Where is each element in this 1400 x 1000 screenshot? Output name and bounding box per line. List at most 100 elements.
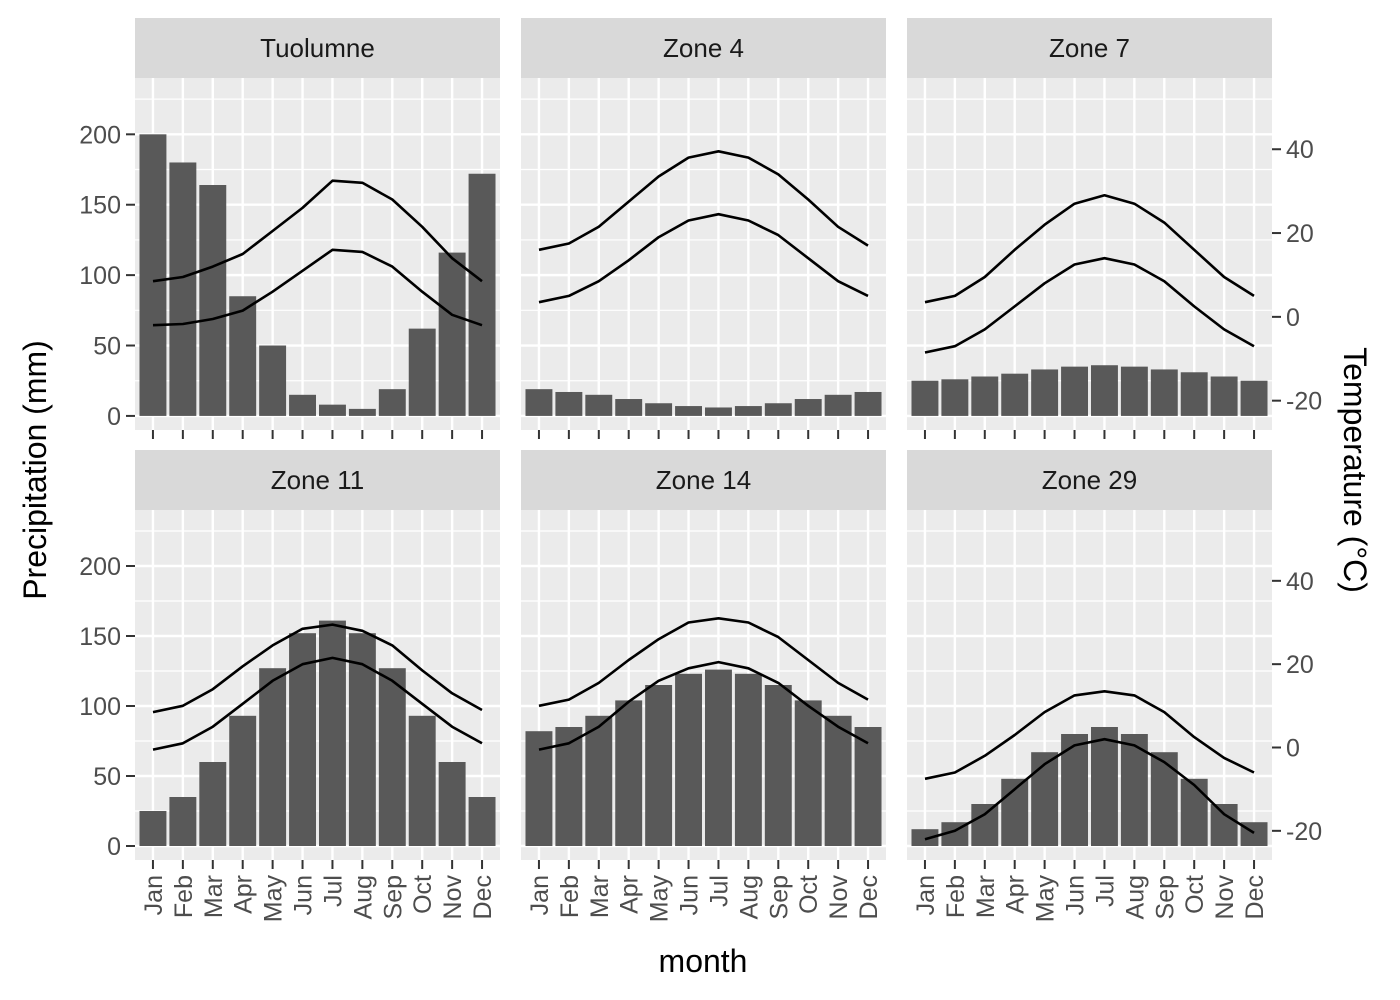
temp-max-line-zone-7 [924,194,1255,304]
temp-max-line-zone-4 [538,150,869,252]
x-axis-title: month [659,943,748,979]
y2-axis-title: Temperature (°C) [1337,347,1373,593]
precip-bar-oct [408,715,436,846]
x-tick-label-sep: Sep [765,875,793,919]
precip-bar-mar [199,762,227,846]
y-tick-label: 50 [93,763,121,791]
y2-tick-label: 20 [1286,220,1314,248]
precip-bar-dec [854,727,882,846]
x-tick-label-feb: Feb [942,875,970,918]
precip-bar-may [1031,752,1059,846]
x-tick-label-sep: Sep [379,875,407,919]
panel-background-zone-4 [521,78,886,430]
x-tick-label-oct: Oct [409,875,437,914]
facet-strip-zone-11 [135,450,500,510]
x-tick-label-apr: Apr [616,875,644,914]
x-tick-label-nov: Nov [1211,875,1239,920]
facet-title-zone-11: Zone 11 [271,465,364,495]
precip-bar-feb [555,391,583,416]
facet-zone-29: Zone 29 -20 0 20 40 Jan Feb Mar Apr May Jun Jul Aug S… [907,450,1322,922]
precip-bar-feb [169,797,197,846]
precip-bar-jan [525,389,553,416]
y-tick-label: 0 [107,833,121,861]
x-tick-label-jan: Jan [912,875,940,915]
precip-bar-jun [675,673,703,846]
y-tick-label: 100 [79,693,121,721]
x-tick-label-feb: Feb [170,875,198,918]
x-tick-label-mar: Mar [972,875,1000,918]
y-tick-label: 0 [107,403,121,431]
y-tick-label: 150 [79,192,121,220]
precip-bar-may [259,345,287,416]
x-tick-label-jul: Jul [1092,875,1120,907]
y2-tick-label: 20 [1286,651,1314,679]
precip-bar-oct [1180,372,1208,416]
precip-bar-jul [1090,365,1118,416]
precip-bar-nov [1210,376,1238,416]
precip-bar-jul [1090,727,1118,846]
precip-bar-nov [438,252,466,416]
precip-bar-apr [1001,373,1029,416]
x-tick-label-oct: Oct [795,875,823,914]
precip-bar-mar [971,804,999,846]
x-tick-label-may: May [1032,875,1060,923]
precip-bar-dec [468,173,496,416]
y2-tick-label: 40 [1286,568,1314,596]
precip-bar-jan [525,731,553,846]
facet-strip-tuolumne [135,18,500,78]
x-tick-label-apr: Apr [1002,875,1030,914]
precip-bar-jul [704,669,732,846]
precip-bar-aug [1120,366,1148,416]
y2-tick-label: -20 [1286,388,1322,416]
facet-title-tuolumne: Tuolumne [260,33,375,63]
temp-min-line-tuolumne [152,248,483,327]
y2-tick-label: 0 [1286,735,1300,763]
temp-max-line-zone-11 [152,623,483,714]
temp-max-line-zone-29 [924,689,1255,781]
precip-bar-sep [764,685,792,846]
precip-bar-aug [734,406,762,416]
facet-zone-14: Zone 14 Jan Feb Mar Apr May Jun Jul Aug Sep Oct Nov… [521,450,886,922]
x-tick-label-apr: Apr [230,875,258,914]
panel-background-zone-7 [907,78,1272,430]
x-tick-label-sep: Sep [1151,875,1179,919]
precip-bar-oct [794,399,822,416]
y-tick-label: 200 [79,121,121,149]
temp-max-line-tuolumne [152,179,483,283]
precip-bar-jan [911,380,939,416]
x-tick-label-jan: Jan [526,875,554,915]
x-tick-label-oct: Oct [1181,875,1209,914]
x-tick-label-nov: Nov [825,875,853,920]
temp-min-line-zone-11 [152,656,483,751]
facet-title-zone-4: Zone 4 [663,33,744,63]
facet-title-zone-7: Zone 7 [1049,33,1130,63]
precip-bar-feb [555,727,583,846]
precip-bar-feb [941,379,969,416]
y-tick-label: 50 [93,333,121,361]
precip-bar-apr [615,399,643,416]
x-tick-label-feb: Feb [556,875,584,918]
temp-min-line-zone-4 [538,212,869,304]
y-axis-title: Precipitation (mm) [17,340,53,600]
x-tick-label-nov: Nov [439,875,467,920]
facet-zone-7: Zone 7 -20 0 20 40 [907,18,1322,439]
precip-bar-jan [139,134,167,416]
precip-bar-jul [318,620,346,846]
temp-min-line-zone-14 [538,660,869,751]
precip-bar-aug [734,673,762,846]
precip-bar-sep [1150,752,1178,846]
precip-bar-mar [585,715,613,846]
x-tick-label-aug: Aug [735,875,763,919]
temp-min-line-zone-29 [924,737,1255,841]
precip-bar-oct [408,328,436,416]
precip-bar-nov [824,394,852,416]
precip-bar-apr [229,296,257,416]
y2-tick-label: 40 [1286,136,1314,164]
x-tick-label-dec: Dec [469,875,497,919]
y-tick-label: 200 [79,553,121,581]
precip-bar-sep [764,403,792,416]
precip-bar-jun [289,394,317,416]
precip-bar-aug [1120,734,1148,846]
